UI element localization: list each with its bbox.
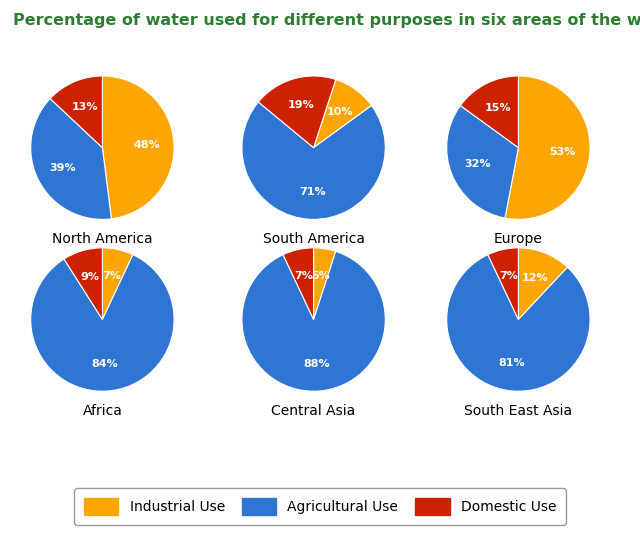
Text: 32%: 32% xyxy=(464,159,490,169)
Title: South America: South America xyxy=(262,233,365,246)
Wedge shape xyxy=(64,248,102,320)
Text: 9%: 9% xyxy=(81,272,99,282)
Text: 7%: 7% xyxy=(294,271,314,281)
Text: 10%: 10% xyxy=(326,107,353,117)
Text: Percentage of water used for different purposes in six areas of the world.: Percentage of water used for different p… xyxy=(13,13,640,28)
Wedge shape xyxy=(242,251,385,391)
Text: 13%: 13% xyxy=(72,102,98,112)
Text: 19%: 19% xyxy=(288,100,315,110)
Title: Europe: Europe xyxy=(494,233,543,246)
Text: 84%: 84% xyxy=(92,359,118,369)
Wedge shape xyxy=(31,99,111,219)
Wedge shape xyxy=(50,76,102,148)
Wedge shape xyxy=(505,76,590,219)
Wedge shape xyxy=(488,248,518,320)
Wedge shape xyxy=(518,248,568,320)
Wedge shape xyxy=(31,255,174,391)
Wedge shape xyxy=(102,76,174,219)
Title: North America: North America xyxy=(52,233,153,246)
Text: 71%: 71% xyxy=(299,187,326,197)
Text: 39%: 39% xyxy=(49,163,76,173)
Wedge shape xyxy=(447,106,518,218)
Wedge shape xyxy=(447,255,590,391)
Text: 15%: 15% xyxy=(485,103,511,113)
Text: 81%: 81% xyxy=(498,358,525,368)
Wedge shape xyxy=(283,248,314,320)
Wedge shape xyxy=(314,248,336,320)
Title: South East Asia: South East Asia xyxy=(465,404,572,418)
Wedge shape xyxy=(102,248,133,320)
Wedge shape xyxy=(242,102,385,219)
Legend: Industrial Use, Agricultural Use, Domestic Use: Industrial Use, Agricultural Use, Domest… xyxy=(74,488,566,525)
Text: 88%: 88% xyxy=(303,359,330,369)
Text: 12%: 12% xyxy=(522,273,548,283)
Text: 53%: 53% xyxy=(550,147,576,157)
Wedge shape xyxy=(259,76,336,148)
Wedge shape xyxy=(460,76,518,148)
Text: 7%: 7% xyxy=(499,271,518,281)
Text: 48%: 48% xyxy=(133,140,160,150)
Wedge shape xyxy=(314,79,372,148)
Text: 7%: 7% xyxy=(102,271,122,281)
Title: Central Asia: Central Asia xyxy=(271,404,356,418)
Title: Africa: Africa xyxy=(83,404,122,418)
Text: 5%: 5% xyxy=(311,271,330,281)
